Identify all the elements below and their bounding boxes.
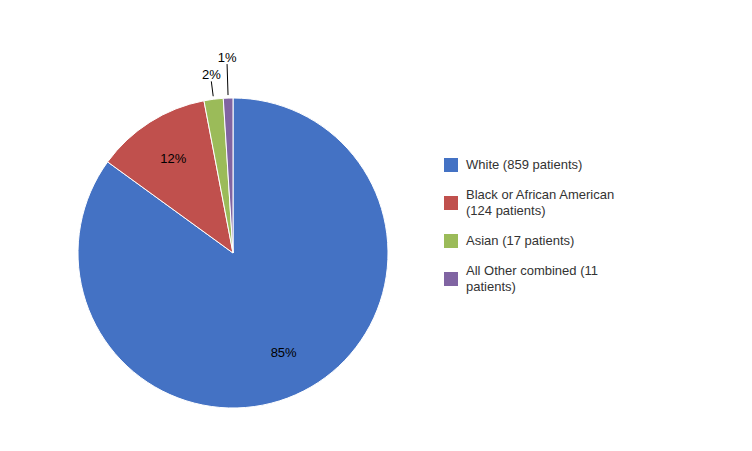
svg-text:85%: 85%	[271, 345, 297, 360]
svg-text:12%: 12%	[160, 151, 186, 166]
svg-text:2%: 2%	[202, 67, 221, 82]
html-text:Asian (17 patients): Asian (17 patients)	[466, 232, 575, 248]
svg-text:1%: 1%	[218, 50, 237, 65]
html-text:Black or African American (124: Black or African American (124 patients)	[466, 186, 615, 218]
html-text:All Other combined (11 patient: All Other combined (11 patients)	[466, 262, 598, 294]
html-text:White (859 patients): White (859 patients)	[466, 156, 583, 172]
